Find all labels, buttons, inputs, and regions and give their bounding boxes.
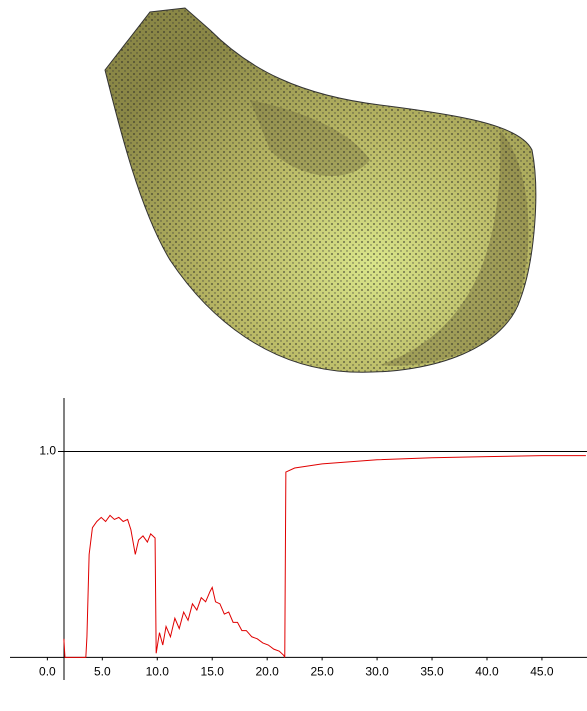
x-tick-label: 0.0 xyxy=(39,665,56,679)
data-line xyxy=(64,456,586,658)
x-tick-label: 15.0 xyxy=(201,665,225,679)
x-tick-label: 10.0 xyxy=(146,665,170,679)
x-tick-label: 35.0 xyxy=(420,665,444,679)
page: {"chart_data": {"type": "line", "x": [1.… xyxy=(0,0,587,711)
figure: 1.0 0.0 5.0 10.0 15.0 20.0 25.0 30.0 35.0 40.0 45.… xyxy=(0,0,587,711)
x-tick-label: 5.0 xyxy=(94,665,111,679)
x-tick-label: 40.0 xyxy=(475,665,499,679)
x-tick-label: 45.0 xyxy=(530,665,554,679)
x-tick-label: 25.0 xyxy=(310,665,334,679)
x-tick-label: 20.0 xyxy=(255,665,279,679)
x-tick-label: 30.0 xyxy=(365,665,389,679)
rendered-shape xyxy=(105,8,536,372)
y-tick-label: 1.0 xyxy=(39,444,56,458)
